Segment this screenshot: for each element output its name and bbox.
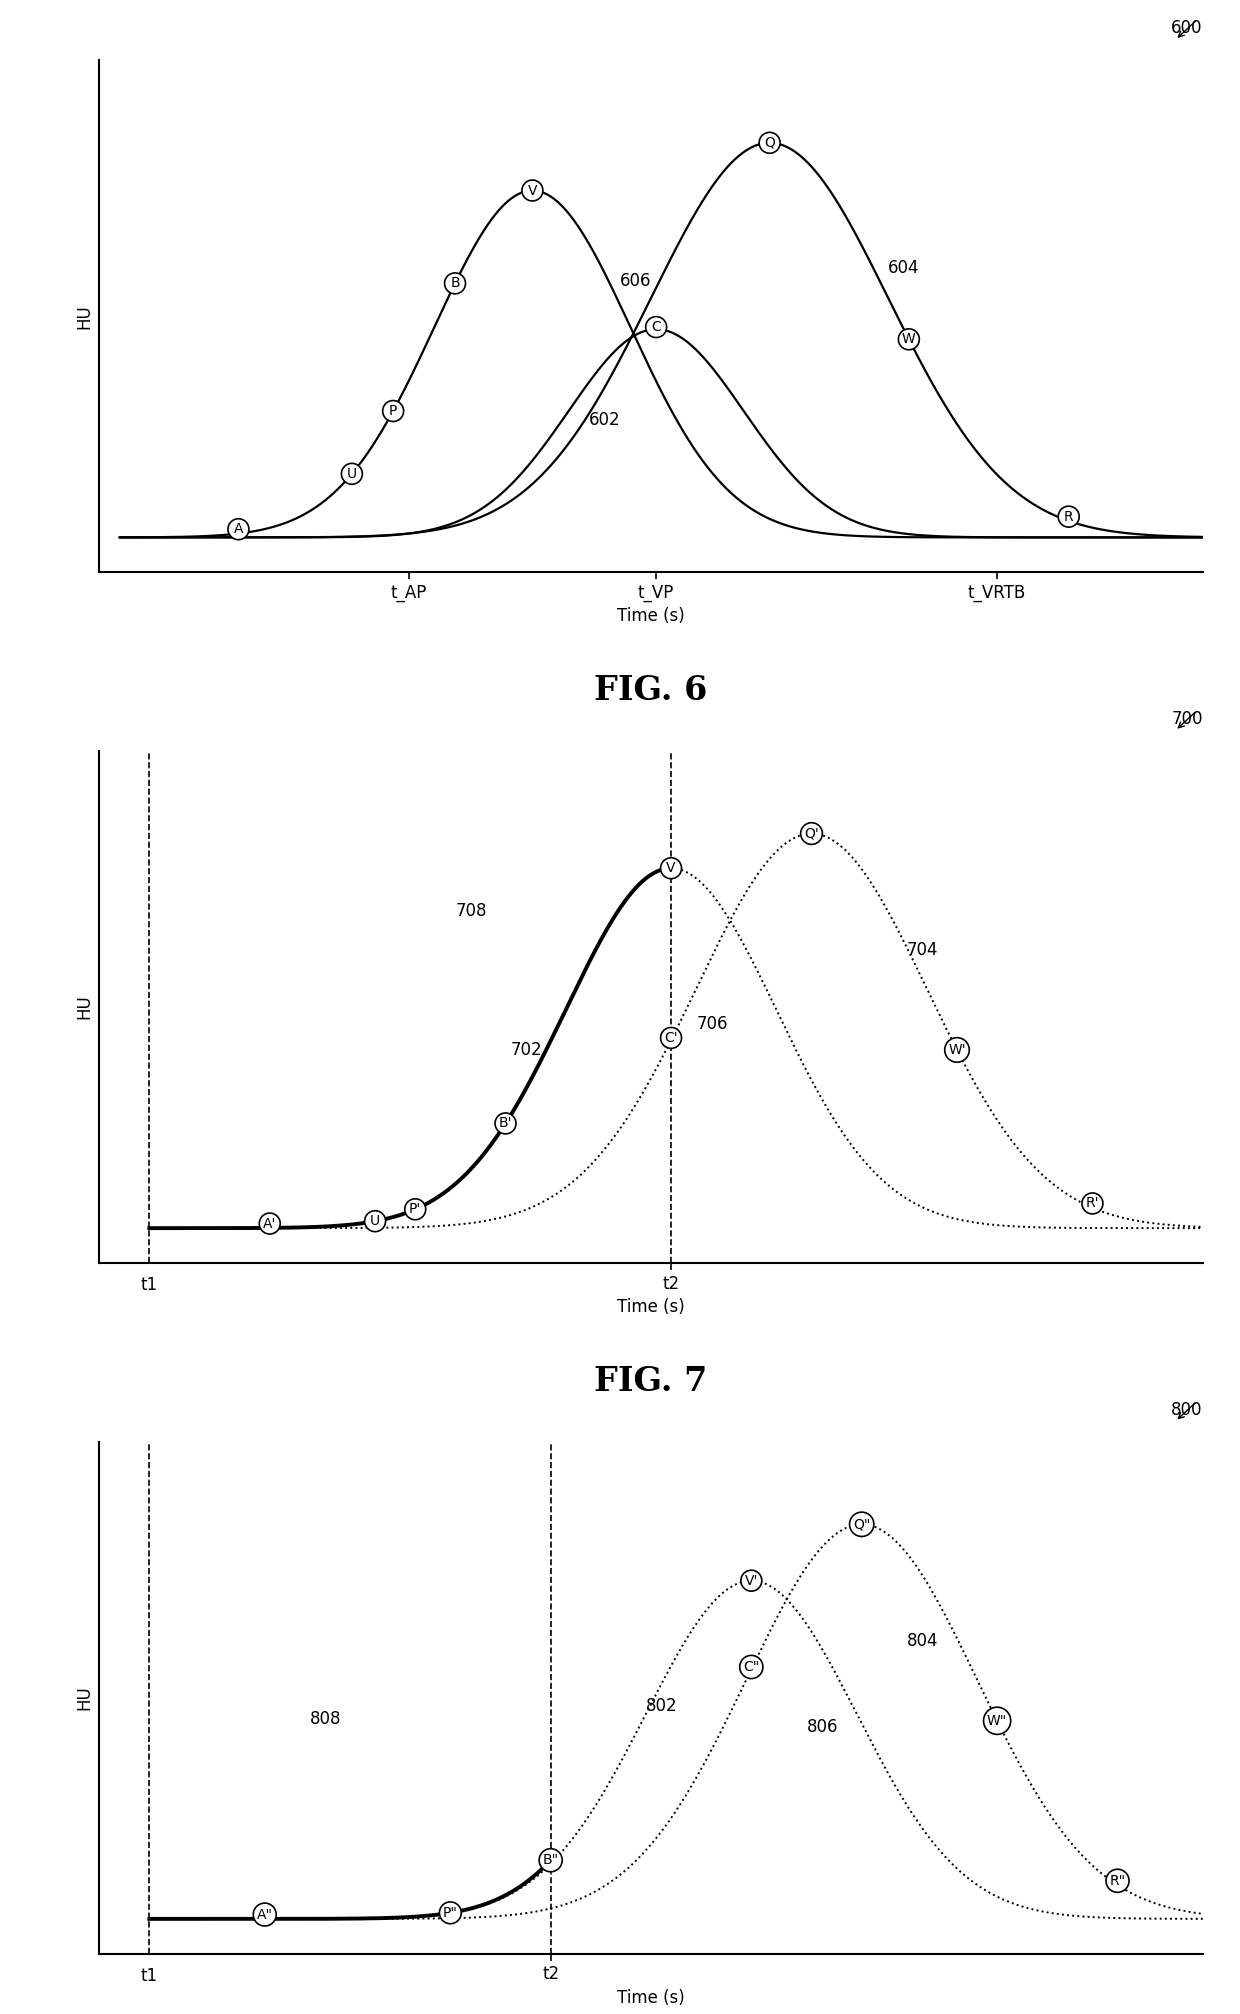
Text: W: W [901, 332, 915, 346]
Text: B": B" [543, 1853, 559, 1867]
Text: Q": Q" [853, 1517, 870, 1531]
Text: B': B' [498, 1116, 512, 1130]
Text: P": P" [443, 1905, 458, 1919]
Text: C": C" [743, 1660, 759, 1674]
Text: R": R" [1110, 1873, 1126, 1887]
Text: 706: 706 [696, 1015, 728, 1033]
Text: FIG. 7: FIG. 7 [594, 1365, 708, 1398]
Text: 700: 700 [1172, 711, 1203, 729]
Text: V': V' [745, 1573, 758, 1587]
Y-axis label: HU: HU [76, 304, 94, 328]
Text: 702: 702 [511, 1041, 542, 1059]
X-axis label: Time (s): Time (s) [618, 1299, 684, 1317]
Text: V: V [528, 183, 537, 197]
Text: FIG. 6: FIG. 6 [594, 675, 708, 707]
Text: Q: Q [764, 135, 775, 149]
Text: P': P' [409, 1202, 422, 1216]
Text: A': A' [263, 1216, 277, 1231]
Text: W': W' [949, 1043, 966, 1057]
Text: 606: 606 [620, 272, 651, 290]
Text: U: U [347, 467, 357, 481]
Text: Q': Q' [805, 826, 818, 840]
Text: B: B [450, 276, 460, 290]
Text: R': R' [1086, 1196, 1099, 1210]
Text: 804: 804 [906, 1631, 939, 1649]
Text: P: P [389, 405, 397, 419]
Text: 604: 604 [888, 260, 920, 276]
Text: 600: 600 [1172, 20, 1203, 38]
Text: 806: 806 [806, 1718, 838, 1736]
Text: 800: 800 [1172, 1402, 1203, 1420]
Text: C': C' [665, 1031, 678, 1045]
Text: t1: t1 [141, 1275, 157, 1293]
X-axis label: Time (s): Time (s) [618, 608, 684, 626]
Text: 802: 802 [646, 1696, 677, 1714]
Text: A": A" [257, 1907, 273, 1921]
Text: 602: 602 [589, 411, 621, 429]
Y-axis label: HU: HU [76, 995, 94, 1019]
Text: A: A [233, 522, 243, 536]
Text: V: V [666, 862, 676, 876]
Y-axis label: HU: HU [76, 1686, 94, 1710]
Text: R: R [1064, 510, 1074, 524]
X-axis label: Time (s): Time (s) [618, 1990, 684, 2006]
Text: t1: t1 [141, 1966, 157, 1984]
Text: 808: 808 [310, 1710, 341, 1728]
Text: U: U [370, 1214, 381, 1229]
Text: 708: 708 [455, 902, 487, 920]
Text: W": W" [987, 1714, 1007, 1728]
Text: 704: 704 [906, 941, 939, 959]
Text: C: C [651, 320, 661, 334]
